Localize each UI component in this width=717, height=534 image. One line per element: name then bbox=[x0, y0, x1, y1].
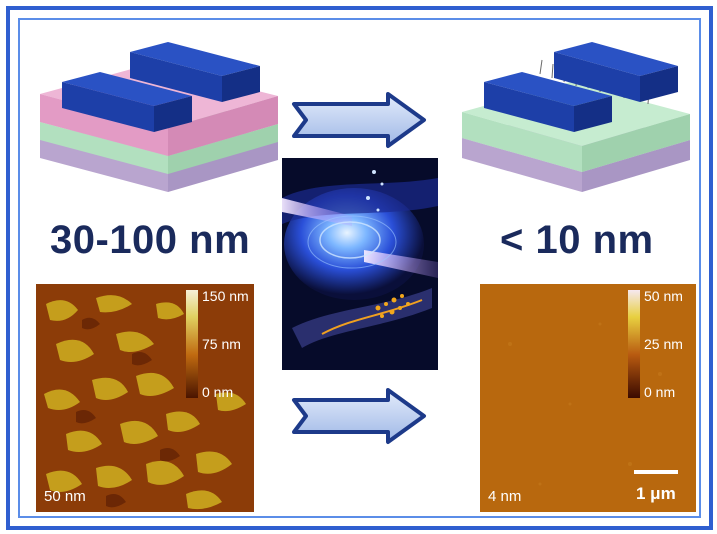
right-thickness-label: < 10 nm bbox=[500, 218, 654, 262]
left-colorbar-tick-mid: 75 nm bbox=[202, 336, 241, 352]
right-colorbar-tick-top: 50 nm bbox=[644, 288, 683, 304]
left-colorbar-tick-bottom: 0 nm bbox=[202, 384, 234, 400]
left-device-stack bbox=[40, 42, 278, 192]
crystal-particles bbox=[375, 294, 410, 318]
right-afm-texture bbox=[508, 322, 662, 486]
figure-inner-frame bbox=[18, 18, 701, 518]
left-electrode-back bbox=[130, 42, 260, 102]
bubble-particles bbox=[366, 170, 384, 212]
left-roughness-label: 50 nm bbox=[44, 488, 86, 505]
right-electrode-front bbox=[484, 72, 612, 132]
left-afm-colorbar bbox=[186, 290, 198, 398]
center-process-illustration bbox=[282, 158, 438, 370]
right-colorbar-tick-bottom: 0 nm bbox=[644, 384, 676, 400]
right-scale-bar bbox=[634, 470, 678, 474]
right-afm-colorbar bbox=[628, 290, 640, 398]
bottom-arrow-icon bbox=[292, 388, 426, 444]
left-thickness-label: 30-100 nm bbox=[50, 218, 251, 262]
right-afm-image: 50 nm 25 nm 0 nm 4 nm 1 μm bbox=[480, 284, 696, 512]
right-colorbar-tick-mid: 25 nm bbox=[644, 336, 683, 352]
left-electrode-front bbox=[62, 72, 192, 132]
left-afm-texture bbox=[44, 295, 246, 510]
right-electrode-back bbox=[554, 42, 678, 102]
left-colorbar-tick-top: 150 nm bbox=[202, 288, 249, 304]
top-arrow-icon bbox=[292, 92, 426, 148]
right-device-stack bbox=[462, 42, 690, 192]
right-scale-bar-label: 1 μm bbox=[636, 484, 676, 503]
right-roughness-label: 4 nm bbox=[488, 488, 522, 505]
left-afm-image: 150 nm 75 nm 0 nm 50 nm bbox=[36, 284, 254, 512]
